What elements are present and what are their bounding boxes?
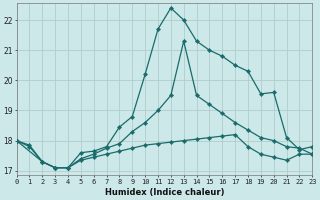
X-axis label: Humidex (Indice chaleur): Humidex (Indice chaleur) (105, 188, 224, 197)
